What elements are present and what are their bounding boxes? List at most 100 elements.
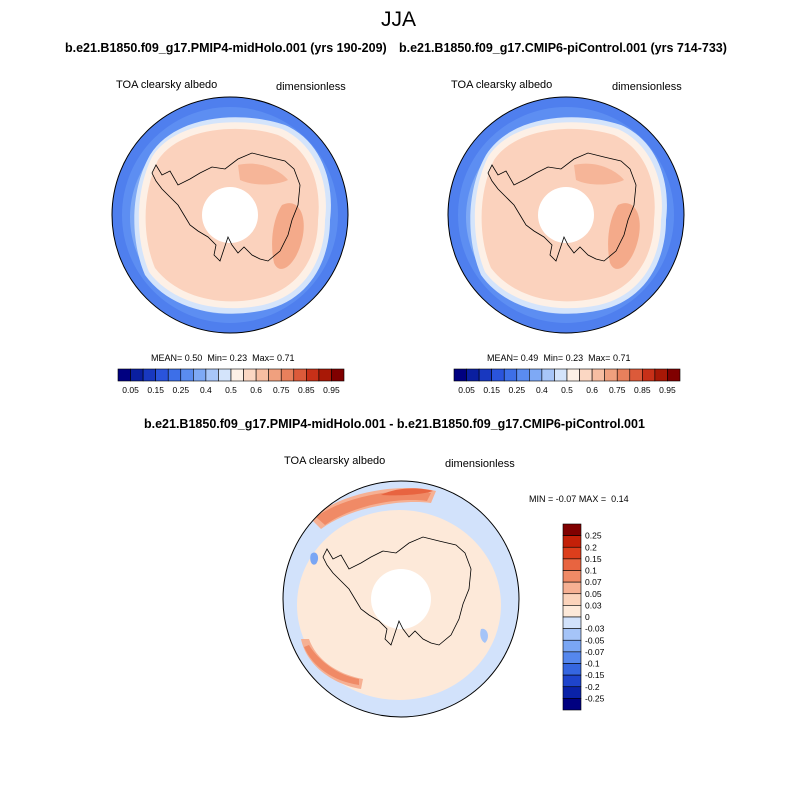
left-colorbar-swatch — [218, 368, 232, 382]
left-max-value: 0.71 — [276, 353, 295, 363]
left-colorbar-swatch — [331, 368, 345, 382]
left-colorbar-swatch — [293, 368, 307, 382]
right-colorbar-swatch — [529, 368, 543, 382]
diff-colorbar: 0.250.2 0.15 0.10.07 0.050.03 0 -0.03-0.05 -0.… — [562, 523, 605, 711]
diff-colorbar-tick-label: -0.1 — [585, 659, 600, 669]
right-colorbar-swatch — [554, 368, 568, 382]
right-colorbar-swatch — [667, 368, 681, 382]
right-colorbar-swatch — [478, 368, 492, 382]
left-colorbar-swatch — [167, 368, 182, 382]
diff-colorbar-swatch — [562, 698, 582, 711]
left-min-label: Min= — [207, 353, 228, 363]
diff-min-value: -0.07 — [555, 494, 577, 504]
right-colorbar-swatch — [541, 368, 555, 382]
diff-colorbar-tick-label: -0.2 — [585, 682, 600, 692]
right-mean-label: MEAN= — [487, 353, 519, 363]
left-map-border — [111, 96, 349, 334]
right-variable-label: TOA clearsky albedo — [451, 79, 553, 91]
diff-colorbar-tick-label: 0.03 — [585, 600, 602, 610]
diff-colorbar-swatch — [562, 605, 582, 618]
diff-colorbar-swatch — [562, 546, 582, 560]
left-mean-label: MEAN= — [151, 353, 183, 363]
left-colorbar-swatch — [142, 368, 156, 382]
right-colorbar-tick-label: 0.25 — [509, 385, 526, 395]
right-map-border — [447, 96, 685, 334]
right-min-value: 0.23 — [565, 353, 584, 363]
right-panel-title: b.e21.B1850.f09_g17.CMIP6-piControl.001 … — [399, 41, 727, 55]
right-colorbar-swatch — [566, 368, 580, 382]
left-min-value: 0.23 — [229, 353, 248, 363]
right-colorbar-swatch — [604, 368, 618, 382]
right-colorbar-tick-label: 0.5 — [561, 385, 573, 395]
diff-colorbar-swatch — [562, 581, 582, 595]
left-colorbar-tick-label: 0.25 — [173, 385, 190, 395]
left-max-label: Max= — [252, 353, 275, 363]
diff-colorbar-tick-label: 0.05 — [585, 589, 602, 599]
left-colorbar-tick-label: 0.5 — [225, 385, 237, 395]
right-colorbar-swatch — [516, 368, 530, 382]
diff-max-label: MAX = — [578, 494, 607, 504]
diff-colorbar-swatch — [562, 616, 582, 629]
left-colorbar-swatch — [243, 368, 257, 382]
left-colorbar-swatch — [180, 368, 194, 382]
left-colorbar: 0.05 0.15 0.25 0.4 0.5 0.6 0.75 0.85 0.95 — [117, 368, 345, 395]
diff-variable-label: TOA clearsky albedo — [284, 455, 386, 467]
diff-colorbar-tick-label: -0.25 — [585, 693, 605, 703]
diff-colorbar-tick-label: 0.2 — [585, 542, 597, 552]
right-colorbar-swatch — [491, 368, 505, 382]
left-colorbar-tick-label: 0.15 — [147, 385, 164, 395]
diff-colorbar-swatch — [562, 651, 582, 664]
left-colorbar-tick-label: 0.85 — [298, 385, 315, 395]
right-map — [448, 97, 684, 333]
left-colorbar-tick-label: 0.75 — [273, 385, 290, 395]
diff-colorbar-tick-label: -0.05 — [585, 635, 605, 645]
right-colorbar-tick-label: 0.05 — [458, 385, 475, 395]
left-colorbar-swatch — [193, 368, 207, 382]
diff-colorbar-tick-label: 0.07 — [585, 577, 602, 587]
diff-map-border — [282, 480, 520, 718]
diff-colorbar-swatch — [562, 663, 582, 676]
left-colorbar-swatch — [255, 368, 269, 382]
right-colorbar-swatch — [629, 368, 643, 382]
right-colorbar-tick-label: 0.15 — [483, 385, 500, 395]
diff-min-label: MIN = — [529, 494, 554, 504]
diff-colorbar-tick-label: -0.07 — [585, 647, 605, 657]
diff-colorbar-tick-label: 0.15 — [585, 554, 602, 564]
left-units-label: dimensionless — [276, 81, 346, 93]
right-colorbar-swatch — [654, 368, 668, 382]
right-max-value: 0.71 — [612, 353, 631, 363]
diff-colorbar-tick-label: -0.03 — [585, 624, 605, 634]
left-colorbar-swatch — [155, 368, 169, 382]
left-map — [112, 97, 348, 333]
diff-units-label: dimensionless — [445, 458, 515, 470]
right-colorbar-swatch — [466, 368, 480, 382]
left-colorbar-swatch — [268, 368, 282, 382]
diff-colorbar-swatch — [562, 570, 582, 583]
right-colorbar-swatch — [503, 368, 518, 382]
diff-map — [283, 481, 519, 717]
right-stats: MEAN= 0.49 Min= 0.23 Max= 0.71 — [487, 353, 630, 363]
diff-colorbar-swatch — [562, 628, 582, 641]
right-colorbar-swatch — [591, 368, 605, 382]
right-mean-value: 0.49 — [520, 353, 539, 363]
diff-colorbar-swatch — [562, 558, 582, 571]
left-colorbar-swatch — [117, 368, 131, 382]
diff-colorbar-swatch — [562, 535, 582, 548]
right-colorbar-swatch — [616, 368, 631, 382]
right-colorbar-swatch — [453, 368, 467, 382]
left-panel-title: b.e21.B1850.f09_g17.PMIP4-midHolo.001 (y… — [65, 41, 387, 55]
left-colorbar-tick-label: 0.95 — [323, 385, 340, 395]
diff-colorbar-tick-label: 0.25 — [585, 531, 602, 541]
left-colorbar-swatch — [280, 368, 295, 382]
diff-colorbar-swatch — [562, 593, 582, 606]
figure-title: JJA — [381, 8, 417, 31]
right-units-label: dimensionless — [612, 81, 682, 93]
right-colorbar-tick-label: 0.6 — [586, 385, 598, 395]
left-colorbar-tick-label: 0.4 — [200, 385, 212, 395]
right-colorbar-tick-label: 0.95 — [659, 385, 676, 395]
right-colorbar-tick-label: 0.85 — [634, 385, 651, 395]
left-colorbar-swatch — [318, 368, 332, 382]
diff-colorbar-tick-label: 0 — [585, 612, 590, 622]
right-min-label: Min= — [543, 353, 564, 363]
